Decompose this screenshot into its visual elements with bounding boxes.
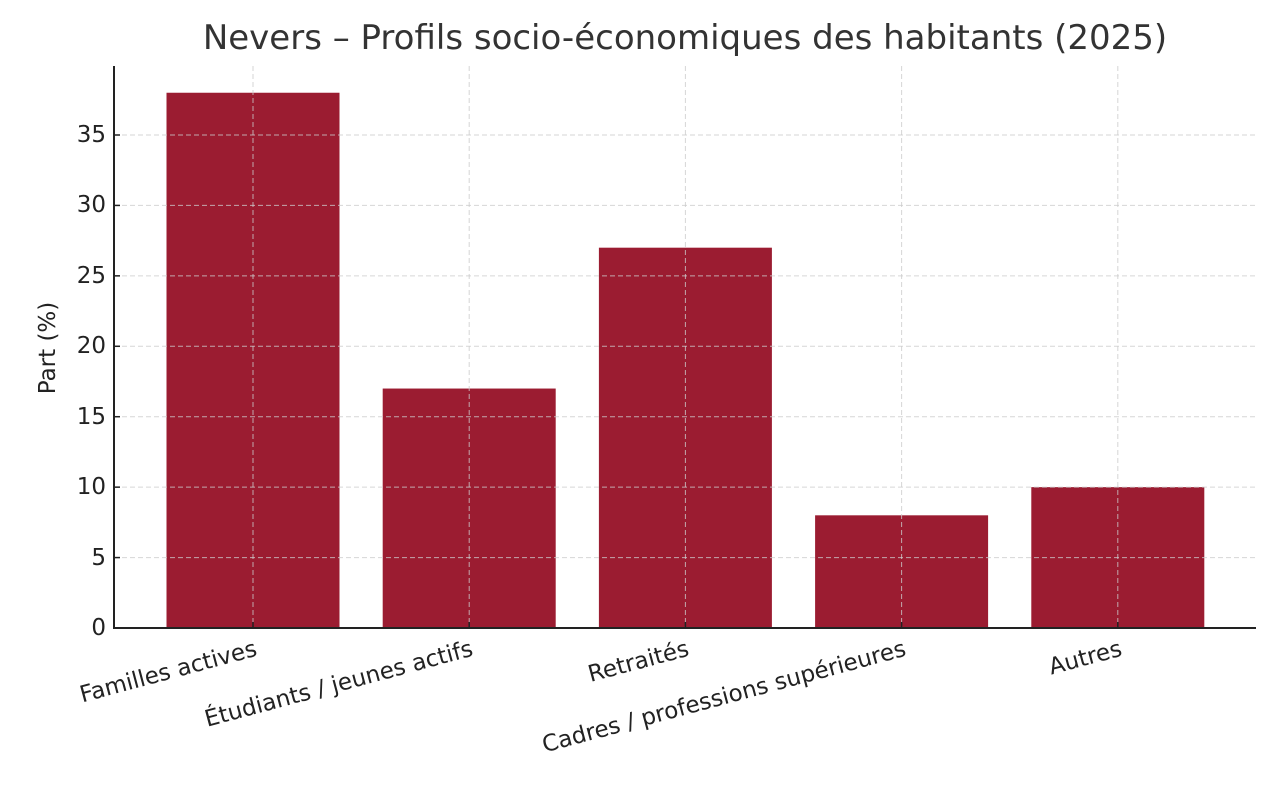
y-tick-label: 25 [76,262,106,289]
y-tick-label: 15 [76,403,106,430]
y-tick-label: 30 [76,192,106,219]
y-tick-label: 0 [91,615,106,641]
y-tick-label: 20 [76,333,106,360]
chart-title: Nevers – Profils socio-économiques des h… [202,18,1168,58]
y-tick-label: 5 [91,544,106,571]
y-tick-label: 10 [76,474,106,501]
y-tick-label: 35 [76,122,106,148]
